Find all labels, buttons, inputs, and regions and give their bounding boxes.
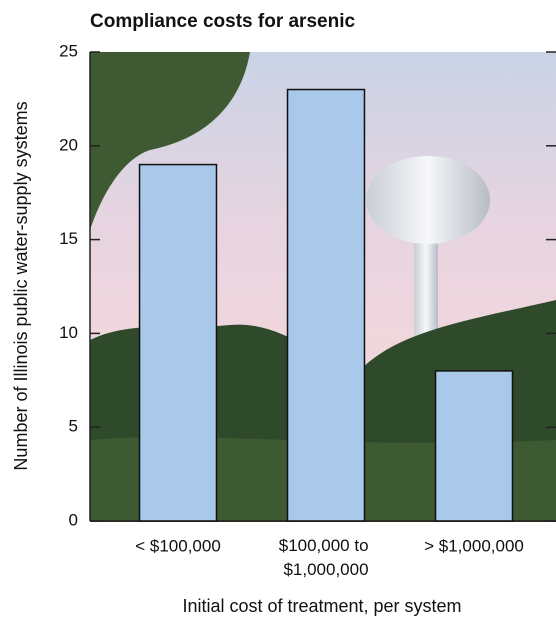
x-tick-label: < $100,000 [135,536,221,555]
y-tick-label: 25 [59,41,78,60]
y-tick-label: 15 [59,229,78,248]
y-tick-label: 10 [59,323,78,342]
y-tick-label: 5 [69,417,78,436]
y-axis-title: Number of Illinois public water-supply s… [11,101,31,470]
x-tick-label: > $1,000,000 [424,536,524,555]
chart-title: Compliance costs for arsenic [90,11,355,32]
bar [434,370,514,522]
y-tick-label: 20 [59,135,78,154]
x-axis-title: Initial cost of treatment, per system [182,596,461,616]
x-tick-label: $100,000 to $1,000,000 [279,536,374,579]
bar [138,163,218,522]
y-tick-label: 0 [69,510,78,529]
bar [286,88,366,522]
